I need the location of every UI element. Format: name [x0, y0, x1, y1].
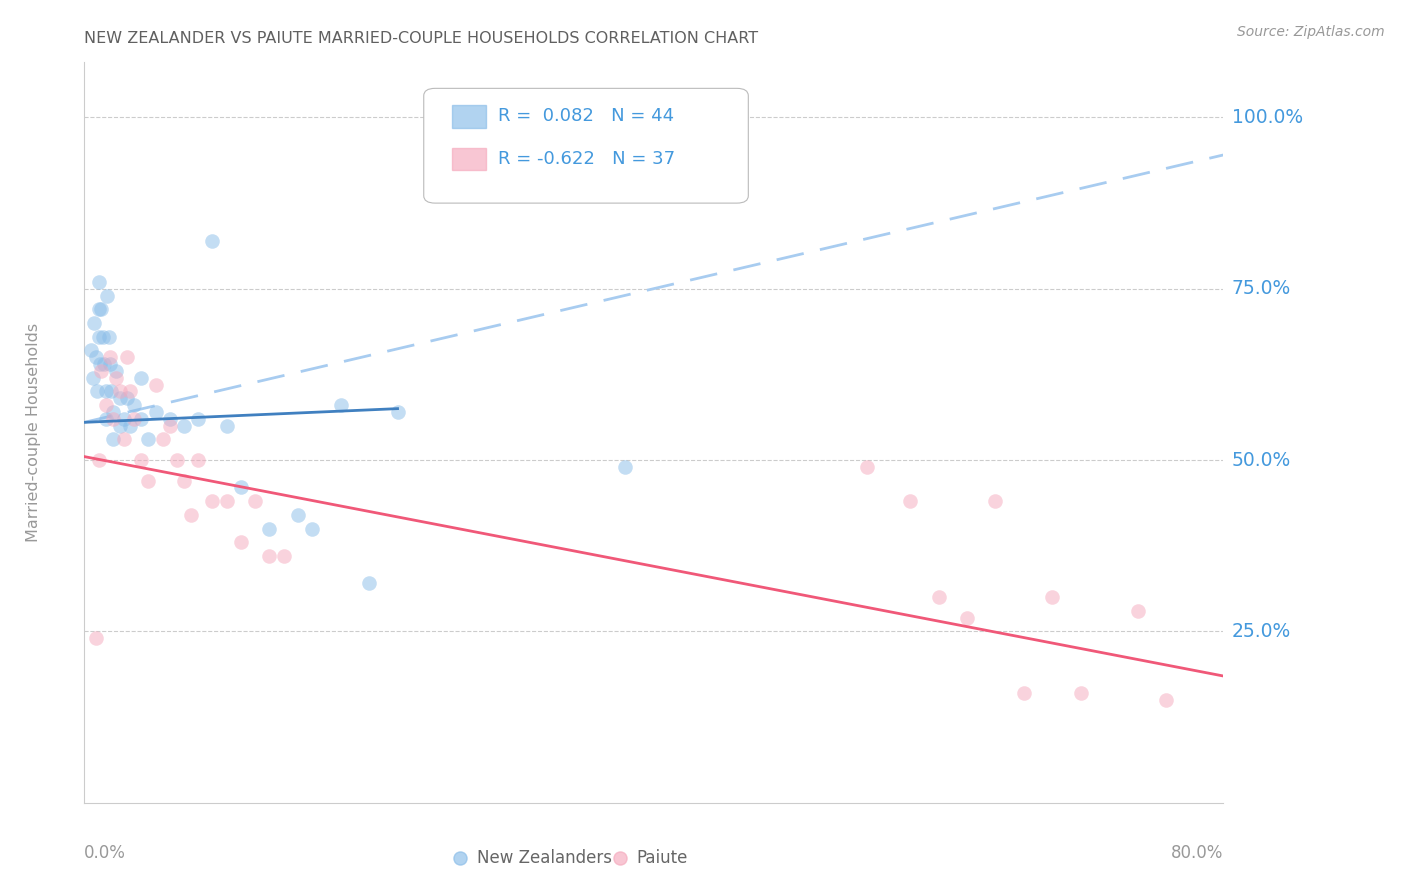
Point	[543, 847, 565, 862]
Point	[90, 302, 112, 317]
Point	[173, 418, 195, 433]
Point	[115, 392, 138, 406]
Point	[91, 329, 114, 343]
Point	[159, 412, 181, 426]
Point	[180, 508, 202, 522]
Point	[122, 398, 145, 412]
Point	[104, 364, 127, 378]
Point	[145, 405, 167, 419]
Point	[166, 453, 188, 467]
Point	[259, 522, 281, 536]
Point	[84, 632, 107, 646]
Point	[83, 316, 105, 330]
Point	[215, 494, 238, 508]
Point	[1126, 604, 1149, 618]
Text: R =  0.082   N = 44: R = 0.082 N = 44	[498, 108, 673, 126]
Point	[84, 350, 107, 364]
Text: 0.0%: 0.0%	[84, 844, 127, 862]
Point	[101, 412, 124, 426]
Point	[97, 329, 120, 343]
Text: NEW ZEALANDER VS PAIUTE MARRIED-COUPLE HOUSEHOLDS CORRELATION CHART: NEW ZEALANDER VS PAIUTE MARRIED-COUPLE H…	[84, 31, 758, 46]
Text: R = -0.622   N = 37: R = -0.622 N = 37	[498, 150, 675, 168]
Point	[98, 357, 121, 371]
FancyBboxPatch shape	[423, 88, 748, 203]
Point	[118, 384, 141, 399]
Text: Paiute: Paiute	[637, 849, 688, 867]
Text: 25.0%: 25.0%	[1232, 622, 1291, 641]
Point	[359, 576, 381, 591]
Point	[101, 433, 124, 447]
Point	[93, 357, 115, 371]
Point	[112, 433, 135, 447]
Point	[273, 549, 295, 563]
Text: 80.0%: 80.0%	[1171, 844, 1223, 862]
Point	[96, 288, 118, 302]
Point	[301, 522, 323, 536]
Point	[159, 418, 181, 433]
Point	[287, 508, 309, 522]
Point	[187, 412, 209, 426]
Point	[94, 384, 117, 399]
Point	[152, 433, 174, 447]
Point	[108, 384, 131, 399]
Point	[1070, 686, 1092, 700]
Point	[80, 343, 103, 358]
Point	[94, 398, 117, 412]
Point	[1156, 693, 1178, 707]
Point	[87, 329, 110, 343]
Point	[108, 392, 131, 406]
Point	[173, 474, 195, 488]
Point	[187, 453, 209, 467]
Point	[87, 275, 110, 289]
Point	[138, 474, 160, 488]
Point	[145, 377, 167, 392]
Point	[856, 459, 879, 474]
Point	[87, 453, 110, 467]
Point	[101, 405, 124, 419]
Point	[1012, 686, 1035, 700]
Point	[928, 590, 950, 604]
Text: New Zealanders: New Zealanders	[477, 849, 612, 867]
Point	[138, 433, 160, 447]
Point	[100, 384, 122, 399]
Bar	[453, 147, 486, 169]
Point	[131, 453, 153, 467]
Point	[87, 302, 110, 317]
Point	[229, 480, 252, 494]
Point	[1042, 590, 1064, 604]
Point	[118, 418, 141, 433]
Point	[215, 418, 238, 433]
Point	[259, 549, 281, 563]
Point	[742, 847, 765, 862]
Point	[387, 405, 409, 419]
Point	[86, 384, 108, 399]
Point	[614, 459, 637, 474]
Point	[104, 371, 127, 385]
Point	[229, 535, 252, 549]
Point	[98, 350, 121, 364]
Point	[89, 357, 111, 371]
Text: Source: ZipAtlas.com: Source: ZipAtlas.com	[1237, 25, 1385, 39]
Text: Married-couple Households: Married-couple Households	[27, 323, 41, 542]
Point	[131, 371, 153, 385]
Point	[122, 412, 145, 426]
Point	[131, 412, 153, 426]
Point	[90, 364, 112, 378]
Point	[956, 610, 979, 624]
Text: 100.0%: 100.0%	[1232, 108, 1303, 127]
Text: 75.0%: 75.0%	[1232, 279, 1291, 298]
Point	[201, 234, 224, 248]
Point	[245, 494, 267, 508]
Point	[115, 350, 138, 364]
Point	[82, 371, 104, 385]
Bar	[453, 105, 486, 128]
Point	[984, 494, 1007, 508]
Point	[94, 412, 117, 426]
Point	[201, 494, 224, 508]
Point	[108, 418, 131, 433]
Point	[898, 494, 921, 508]
Point	[112, 412, 135, 426]
Text: 50.0%: 50.0%	[1232, 450, 1291, 469]
Point	[329, 398, 352, 412]
